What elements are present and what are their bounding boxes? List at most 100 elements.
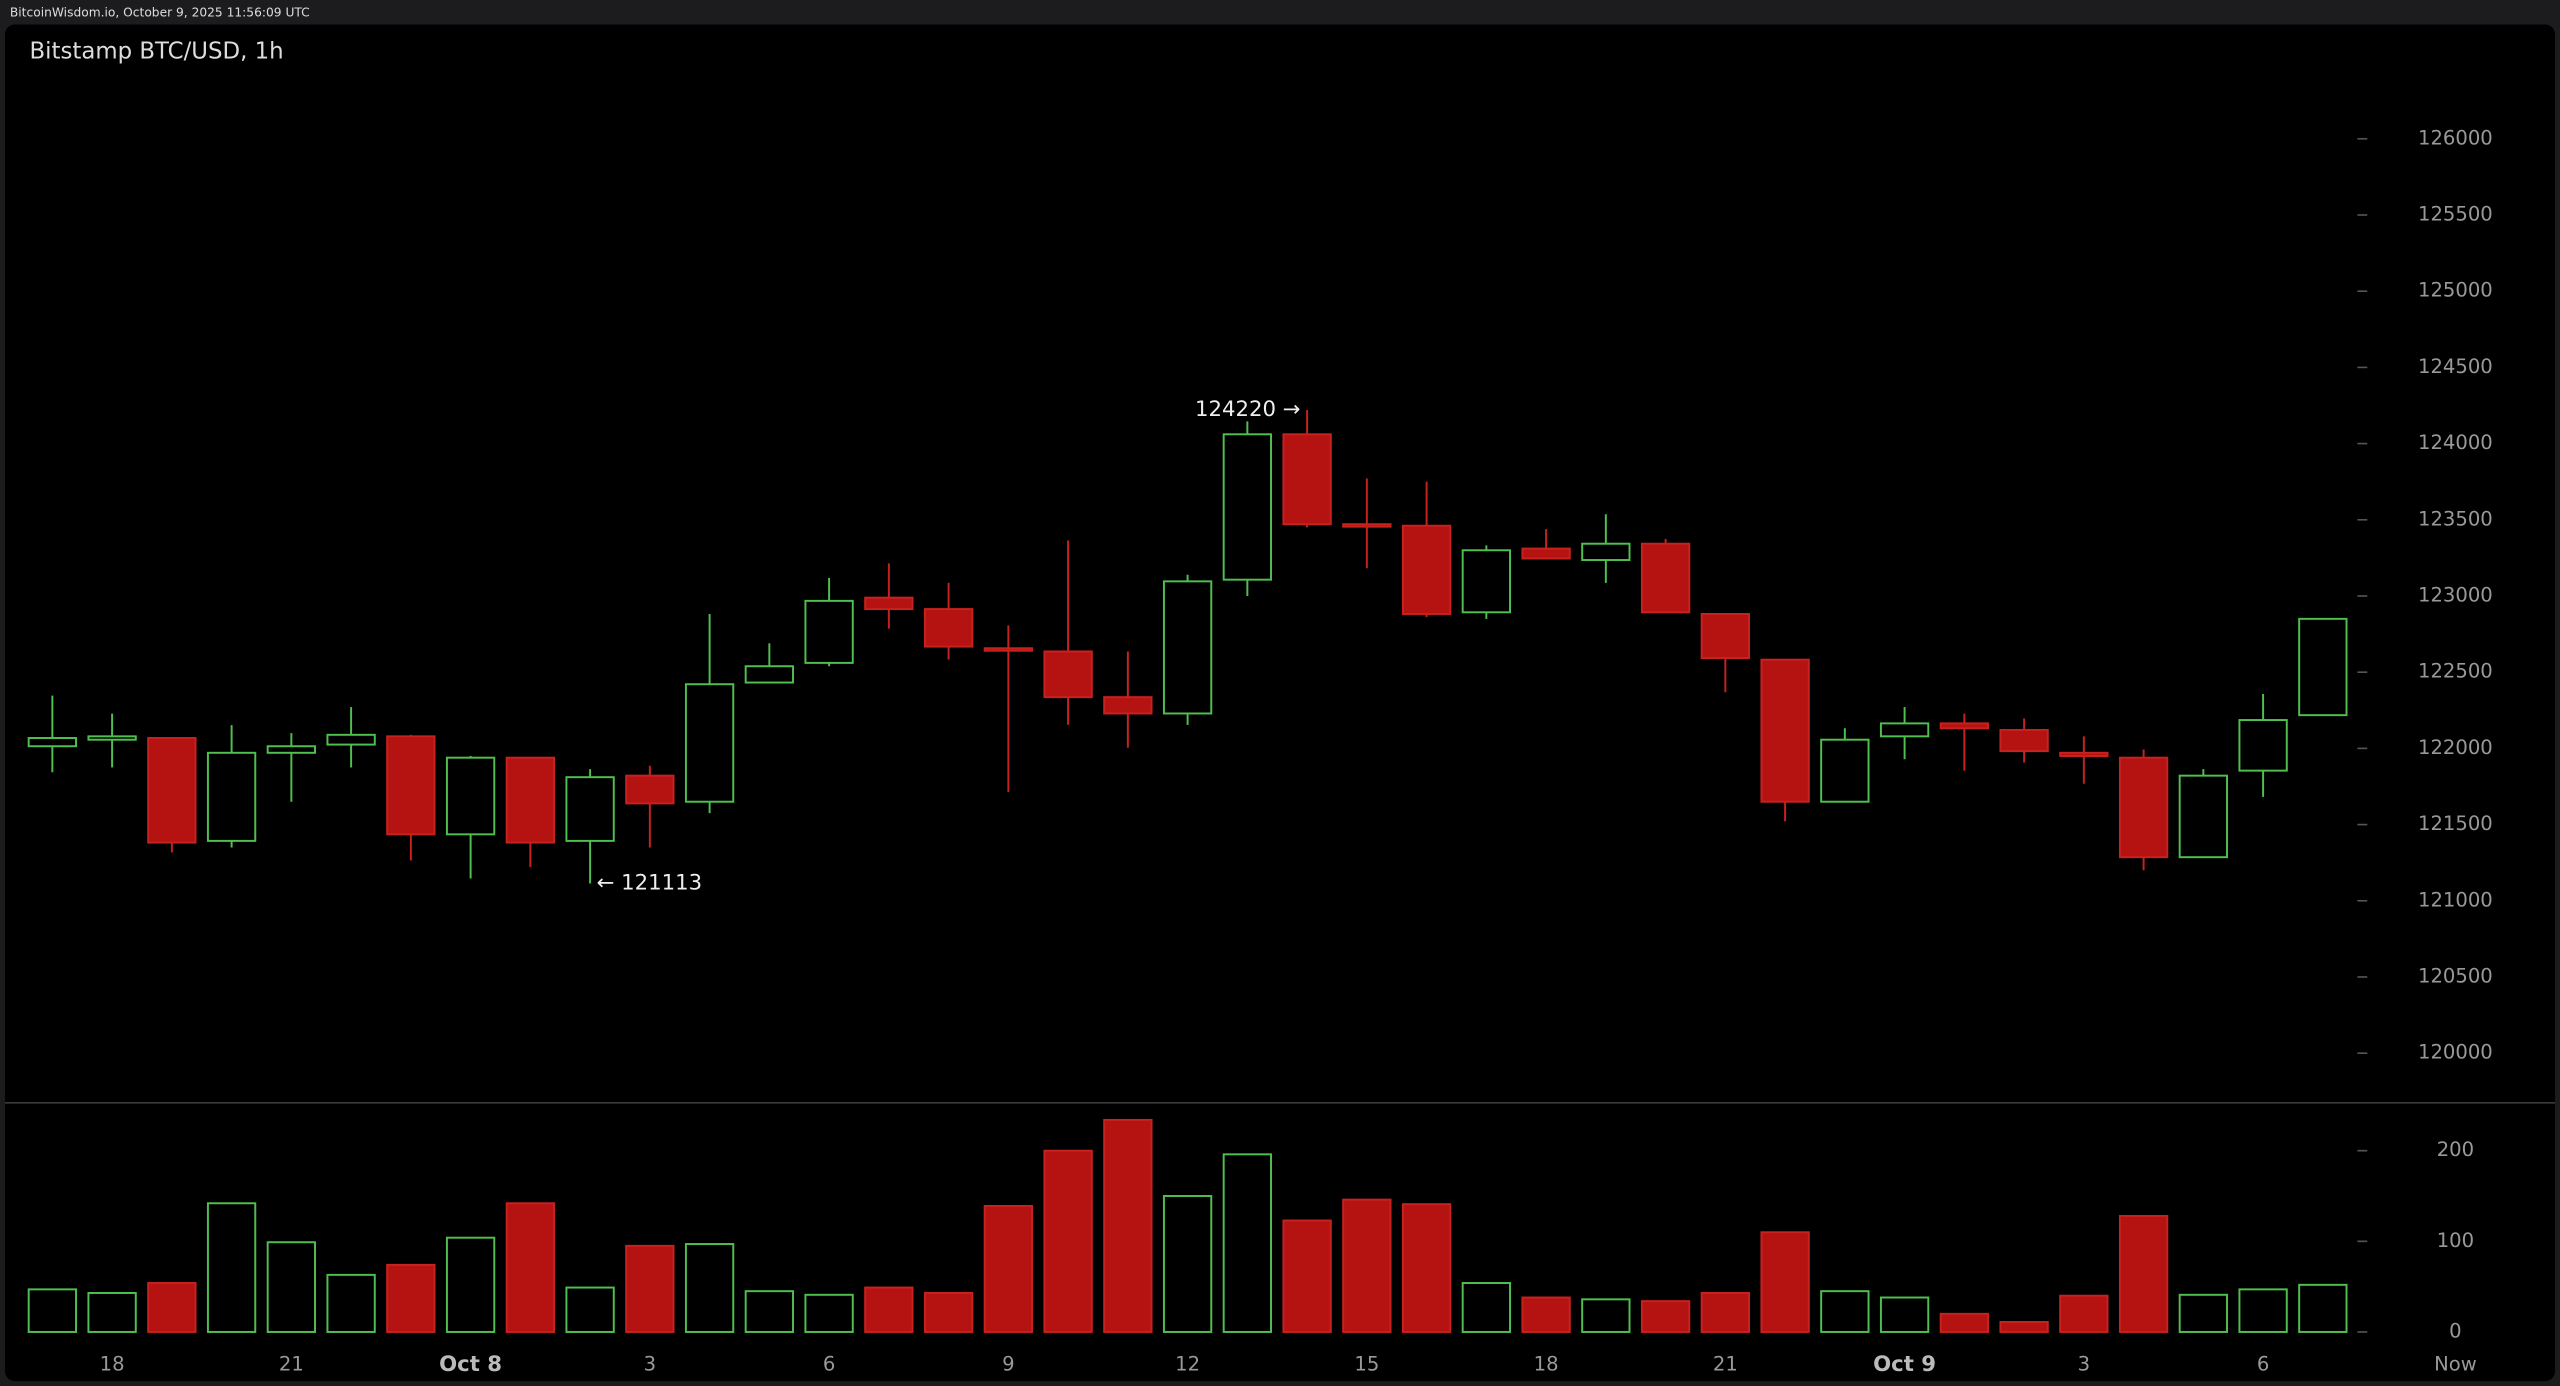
y-tick-label: 120000 bbox=[2418, 1041, 2493, 1064]
volume-bar bbox=[804, 1293, 854, 1333]
volume-bar bbox=[326, 1273, 376, 1333]
candle-body bbox=[1581, 542, 1631, 561]
candle-body bbox=[445, 756, 496, 836]
candle-body bbox=[1521, 547, 1571, 560]
candle-body bbox=[505, 756, 556, 844]
candle-body bbox=[983, 647, 1034, 652]
volume-bar bbox=[1700, 1292, 1750, 1333]
x-tick-label: 15 bbox=[1354, 1352, 1379, 1375]
x-tick-label: 21 bbox=[1713, 1352, 1738, 1375]
candle-body bbox=[1222, 433, 1273, 581]
volume-bar bbox=[625, 1244, 675, 1333]
volume-bar bbox=[2238, 1288, 2288, 1333]
candle-body bbox=[1760, 658, 1810, 803]
volume-y-tick-label: 200 bbox=[2437, 1138, 2474, 1161]
candle-body bbox=[684, 683, 735, 803]
y-tick-label: 121500 bbox=[2418, 812, 2493, 835]
x-tick-label: 18 bbox=[1534, 1352, 1559, 1375]
y-tick-label: 126000 bbox=[2418, 126, 2493, 149]
volume-bar bbox=[923, 1292, 974, 1333]
volume-bar bbox=[1879, 1296, 1930, 1333]
volume-y-tick-label: 0 bbox=[2449, 1319, 2461, 1342]
candle-body bbox=[1162, 580, 1213, 715]
volume-bar bbox=[1820, 1290, 1870, 1333]
y-tick-label: 121000 bbox=[2418, 888, 2493, 911]
candle-body bbox=[864, 596, 914, 611]
candle-body bbox=[625, 774, 675, 805]
volume-bar bbox=[147, 1282, 197, 1333]
candle-body bbox=[1700, 612, 1750, 659]
volume-bar bbox=[1999, 1321, 2049, 1333]
candle-body bbox=[1282, 433, 1332, 526]
y-tick-label: 125000 bbox=[2418, 279, 2493, 302]
volume-bar bbox=[1581, 1298, 1631, 1333]
candle-body bbox=[804, 599, 854, 664]
candle-body bbox=[2178, 774, 2228, 859]
volume-bar bbox=[2298, 1283, 2348, 1333]
y-tick-label: 120500 bbox=[2418, 964, 2493, 987]
volume-bar bbox=[864, 1286, 914, 1333]
candle-body bbox=[386, 735, 436, 836]
volume-bar bbox=[1103, 1118, 1153, 1333]
volume-bar bbox=[87, 1292, 137, 1333]
candle-body bbox=[1879, 722, 1930, 738]
volume-bar bbox=[1342, 1198, 1392, 1333]
candle-body bbox=[2238, 719, 2288, 772]
y-tick-label: 122000 bbox=[2418, 736, 2493, 759]
volume-bar bbox=[1043, 1149, 1093, 1333]
candle-body bbox=[1461, 549, 1512, 614]
volume-bar bbox=[1461, 1282, 1512, 1333]
candle-body bbox=[87, 735, 137, 741]
candle-body bbox=[1342, 523, 1392, 528]
candle-body bbox=[206, 751, 257, 842]
volume-bar bbox=[206, 1202, 257, 1333]
min-annotation: ← 121113 bbox=[597, 871, 703, 896]
volume-y-tick-label: 100 bbox=[2437, 1229, 2474, 1252]
volume-bar bbox=[983, 1205, 1034, 1333]
volume-bar bbox=[2059, 1294, 2109, 1333]
candle-body bbox=[27, 737, 78, 748]
candle-body bbox=[1043, 650, 1093, 699]
volume-bar bbox=[1162, 1195, 1213, 1333]
volume-bar bbox=[2118, 1214, 2169, 1333]
candle-body bbox=[744, 665, 795, 684]
candle-body bbox=[1820, 738, 1870, 803]
y-tick-label: 123000 bbox=[2418, 583, 2493, 606]
candle-body bbox=[326, 733, 376, 746]
candle-body bbox=[2059, 751, 2109, 757]
x-tick-label: 3 bbox=[644, 1352, 656, 1375]
volume-bar bbox=[386, 1263, 436, 1333]
x-tick-label: 6 bbox=[2257, 1352, 2269, 1375]
volume-bar bbox=[1939, 1312, 1989, 1333]
x-tick-label: 6 bbox=[823, 1352, 835, 1375]
chart-title: Bitstamp BTC/USD, 1h bbox=[29, 39, 283, 65]
x-tick-label: 12 bbox=[1175, 1352, 1200, 1375]
x-tick-label: Oct 8 bbox=[439, 1352, 502, 1377]
volume-bar bbox=[445, 1236, 496, 1333]
candle-body bbox=[1103, 696, 1153, 715]
volume-bar bbox=[744, 1290, 795, 1333]
candle-body bbox=[2298, 617, 2348, 717]
volume-bar bbox=[1640, 1300, 1691, 1333]
volume-bar bbox=[1760, 1231, 1810, 1333]
x-tick-label: 9 bbox=[1002, 1352, 1014, 1375]
y-tick-label: 124000 bbox=[2418, 431, 2493, 454]
volume-bar bbox=[1222, 1153, 1273, 1333]
candle-body bbox=[565, 776, 615, 842]
x-tick-label: 3 bbox=[2078, 1352, 2090, 1375]
volume-bar bbox=[2178, 1293, 2228, 1333]
volume-bar bbox=[1282, 1219, 1332, 1333]
now-label: Now bbox=[2434, 1352, 2477, 1375]
volume-bar bbox=[1521, 1296, 1571, 1333]
candle-body bbox=[147, 737, 197, 844]
chart-area bbox=[5, 24, 2555, 1382]
volume-bar bbox=[565, 1286, 615, 1333]
volume-bar bbox=[27, 1288, 78, 1333]
volume-bar bbox=[266, 1241, 317, 1333]
x-tick-label: 21 bbox=[279, 1352, 304, 1375]
max-annotation: 124220 → bbox=[1195, 397, 1301, 422]
candle-body bbox=[1640, 542, 1691, 614]
y-tick-label: 123500 bbox=[2418, 507, 2493, 530]
